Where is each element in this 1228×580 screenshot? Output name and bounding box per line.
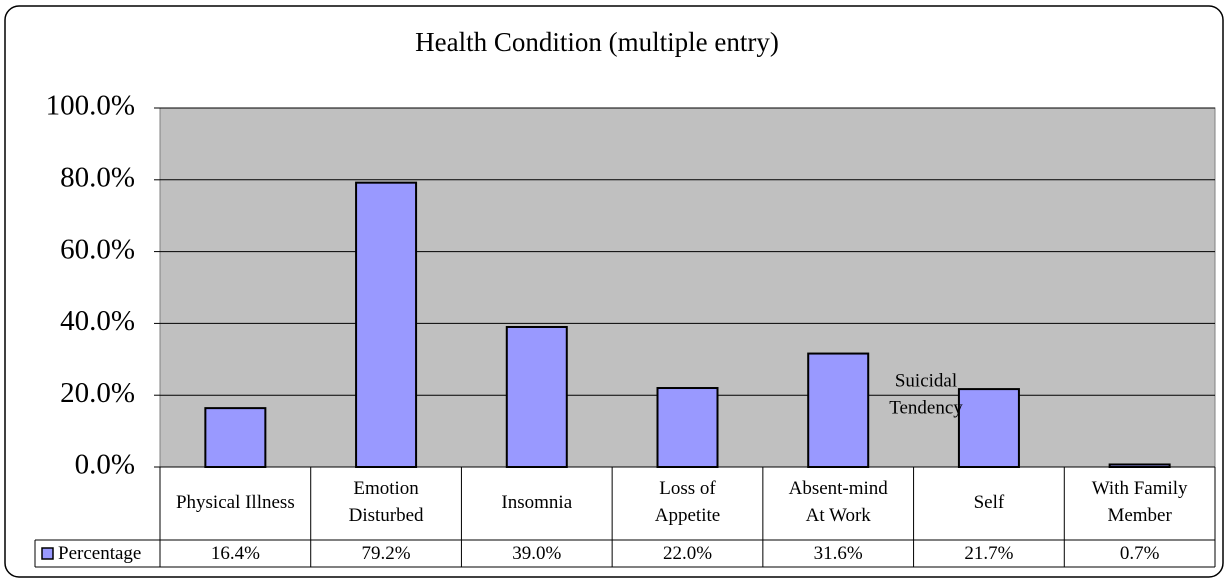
y-tick-label: 20.0% xyxy=(60,377,135,409)
legend-label: Percentage xyxy=(58,543,141,564)
bar xyxy=(1108,463,1171,468)
data-table-value: 21.7% xyxy=(964,543,1013,564)
bar xyxy=(505,325,568,468)
y-tick-label: 0.0% xyxy=(75,449,135,481)
legend-key xyxy=(41,547,54,560)
annotation: Suicidal Tendency xyxy=(889,371,963,419)
data-table-value: 16.4% xyxy=(211,543,260,564)
y-tick-label: 40.0% xyxy=(60,305,135,337)
y-tick-label: 80.0% xyxy=(60,161,135,193)
data-table-value: 79.2% xyxy=(362,543,411,564)
data-table-value: 31.6% xyxy=(814,543,863,564)
bar xyxy=(957,388,1020,468)
data-table-value: 22.0% xyxy=(663,543,712,564)
bar xyxy=(656,387,719,468)
x-tick-label: Emotion Disturbed xyxy=(349,478,424,526)
bar xyxy=(355,181,418,468)
y-tick-label: 60.0% xyxy=(60,233,135,265)
bar xyxy=(204,407,267,468)
chart-title: Health Condition (multiple entry) xyxy=(415,27,779,57)
bar xyxy=(807,352,870,468)
data-table-value: 39.0% xyxy=(512,543,561,564)
y-tick-label: 100.0% xyxy=(46,90,135,122)
data-table-value: 0.7% xyxy=(1120,543,1160,564)
x-tick-label: Loss of Appetite xyxy=(655,478,720,526)
x-tick-label: Physical Illness xyxy=(176,492,295,513)
x-tick-label: With Family Member xyxy=(1092,478,1188,526)
x-tick-label: Self xyxy=(974,492,1005,513)
x-tick-label: Absent-mind At Work xyxy=(789,478,889,526)
x-tick-label: Insomnia xyxy=(501,492,572,513)
